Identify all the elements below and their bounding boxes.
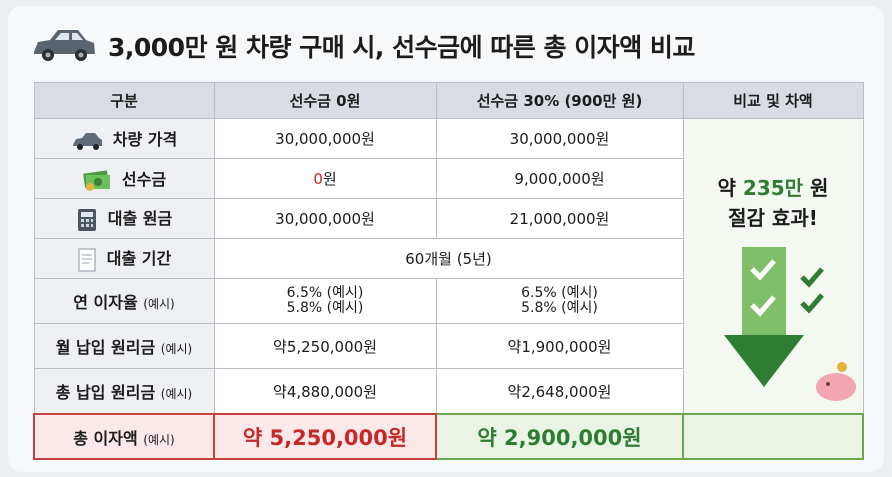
cell-line: 6.5% (예시) [286,285,364,301]
row-label: 월 납입 원리금 (예시) [33,323,215,369]
cell: 9,000,000원 [435,158,684,199]
cell: 6.5% (예시) 5.8% (예시) [435,278,684,324]
cell: 30,000,000원 [435,118,684,159]
row: 대출 기간 60개월 (5년) [33,238,863,279]
document-icon [78,248,96,272]
total-row: 총 이자액 (예시) 약 5,250,000원 약 2,900,000원 [33,413,864,460]
cell-text: 원 [322,170,337,188]
row: 월 납입 원리금 (예시) 약5,250,000원 약1,900,000원 [33,323,863,369]
arrow-illustration [723,247,856,401]
label-note: (예시) [143,432,175,447]
savings-amount: 235만 [742,176,804,200]
cell: 약5,250,000원 [213,323,437,369]
cell: 0원 [213,158,437,199]
cell-line: 5.8% (예시) [521,300,598,316]
label-text: 대출 원금 [107,209,173,229]
empty-cell [682,413,864,460]
total-cell: 약 5,250,000원 [213,413,437,460]
row-label: 총 이자액 (예시) [33,413,215,460]
label-text: 차량 가격 [112,130,178,150]
cell: 약1,900,000원 [435,323,684,369]
row-label: 차량 가격 [33,118,215,159]
comparison-table: 구분 선수금 0원 선수금 30% (900만 원) 비교 및 차액 차량 가격… [33,82,864,460]
row: 대출 원금 30,000,000원 21,000,000원 [33,198,863,239]
emphasis-text: 0 [313,170,323,188]
header-cell: 비교 및 차액 [682,82,864,119]
label-note: (예시) [143,297,175,311]
cell: 6.5% (예시) 5.8% (예시) [213,278,437,324]
cell: 약2,648,000원 [435,368,684,415]
header-cell: 선수금 0원 [213,82,437,119]
row: 총 납입 원리금 (예시) 약4,880,000원 약2,648,000원 [33,368,863,415]
merged-cell: 60개월 (5년) [213,238,684,279]
cell: 21,000,000원 [435,198,684,239]
row-label: 대출 기간 [33,238,215,279]
header-cell: 선수금 30% (900만 원) [435,82,684,119]
total-cell: 약 2,900,000원 [435,413,684,460]
cell-line: 6.5% (예시) [521,285,598,301]
title: 3,000만 원 차량 구매 시, 선수금에 따른 총 이자액 비교 [108,33,695,62]
label-text: 총 납입 원리금 [55,383,156,402]
title-bar: 3,000만 원 차량 구매 시, 선수금에 따른 총 이자액 비교 [0,22,892,68]
label-text: 연 이자율 [73,293,138,312]
header-row: 구분 선수금 0원 선수금 30% (900만 원) 비교 및 차액 [33,82,864,119]
label-text: 총 이자액 [73,428,138,448]
row: 연 이자율 (예시) 6.5% (예시) 5.8% (예시) 6.5% (예시) 5… [33,278,863,324]
label-note: (예시) [160,387,193,401]
header-cell: 구분 [33,82,215,119]
row-label: 선수금 [33,158,215,199]
savings-lead: 약 [717,176,736,200]
label-text: 선수금 [121,169,167,189]
cell-line: 5.8% (예시) [286,300,364,316]
cell: 약4,880,000원 [213,368,437,415]
label-note: (예시) [160,342,193,356]
row-label: 연 이자율 (예시) [33,278,215,324]
row: 차량 가격 30,000,000원 30,000,000원 약 235만 원 절… [33,118,864,415]
row-label: 총 납입 원리금 (예시) [33,368,215,415]
cell: 30,000,000원 [213,118,437,159]
label-text: 대출 기간 [106,249,172,269]
money-icon [83,170,110,192]
row-label: 대출 원금 [33,198,215,239]
savings-unit: 원 [810,176,829,200]
savings-text: 약 235만 원 절감 효과! [684,173,863,233]
comparison-cell: 약 235만 원 절감 효과! [682,118,864,415]
savings-line2: 절감 효과! [728,206,818,230]
calculator-icon [77,208,96,231]
car-icon [72,132,102,150]
cell: 30,000,000원 [213,198,437,239]
label-text: 월 납입 원리금 [55,338,156,357]
car-icon [34,30,95,61]
